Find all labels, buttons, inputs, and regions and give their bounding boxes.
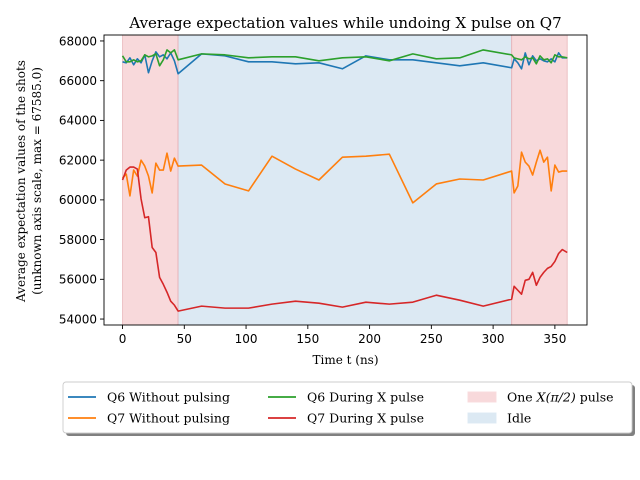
y-tick-label: 68000 <box>59 34 97 48</box>
legend-label-region: One X(π/2) pulse <box>507 390 614 405</box>
legend-label-q6-without-pulsing: Q6 Without pulsing <box>107 390 230 405</box>
y-tick-label: 54000 <box>59 312 97 326</box>
x-tick-label: 200 <box>358 332 381 346</box>
series-line-q7-without-pulsing <box>121 149 568 204</box>
legend-label-q7-during-x-pulse: Q7 During X pulse <box>307 411 424 426</box>
legend-label-q6-during-x-pulse: Q6 During X pulse <box>307 390 424 405</box>
region-span-0 <box>122 35 179 325</box>
series-line-q6-during-x-pulse <box>121 49 568 67</box>
region-span-1 <box>178 35 512 325</box>
legend-label-q7-without-pulsing: Q7 Without pulsing <box>107 411 230 426</box>
x-tick-label: 0 <box>119 332 127 346</box>
x-axis-label: Time t (ns) <box>312 353 378 367</box>
shaded-regions <box>122 35 568 325</box>
tick-marks: 0 50 100 150 200 250 300 350 54000 56000 58000 6000… <box>59 34 588 346</box>
y-axis-label-line1: Average expectation values of the shots <box>14 60 28 303</box>
legend: Q6 Without pulsing Q7 Without pulsing Q6 D… <box>62 381 635 436</box>
y-tick-label: 58000 <box>59 233 97 247</box>
y-tick-label: 60000 <box>59 193 97 207</box>
legend-swatch-region <box>467 391 497 403</box>
x-tick-label: 300 <box>482 332 505 346</box>
chart-title: Average expectation values while undoing… <box>128 14 561 32</box>
x-tick-label: 50 <box>177 332 192 346</box>
legend-label-idle: Idle <box>507 411 531 426</box>
y-axis-label-line2: (unknown axis scale, max = 67585.0) <box>30 67 44 295</box>
x-tick-label: 250 <box>420 332 443 346</box>
series-lines <box>121 49 568 312</box>
y-tick-label: 62000 <box>59 153 97 167</box>
x-tick-label: 100 <box>235 332 258 346</box>
x-tick-label: 350 <box>543 332 566 346</box>
y-tick-label: 64000 <box>59 114 97 128</box>
legend-swatch-idle <box>467 412 497 424</box>
y-tick-label: 66000 <box>59 74 97 88</box>
region-span-2 <box>511 35 568 325</box>
plot-frame <box>103 34 588 326</box>
series-line-q7-during-x-pulse <box>121 166 568 312</box>
y-tick-label: 56000 <box>59 273 97 287</box>
x-tick-label: 150 <box>296 332 319 346</box>
